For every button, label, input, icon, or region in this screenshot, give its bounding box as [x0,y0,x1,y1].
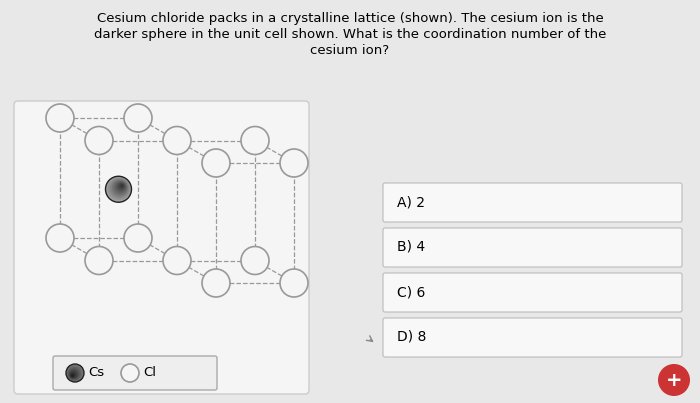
Circle shape [71,373,75,378]
Circle shape [112,180,128,196]
Circle shape [118,183,125,189]
Circle shape [280,149,308,177]
Text: Cl: Cl [143,366,156,380]
Circle shape [124,104,152,132]
Circle shape [85,247,113,274]
FancyBboxPatch shape [383,228,682,267]
Circle shape [110,179,130,198]
Text: +: + [666,370,682,390]
Circle shape [116,182,126,192]
FancyBboxPatch shape [383,183,682,222]
Circle shape [658,364,690,396]
Circle shape [241,127,269,154]
Circle shape [69,370,78,379]
Circle shape [85,127,113,154]
Text: C) 6: C) 6 [397,285,426,299]
Circle shape [121,364,139,382]
Circle shape [66,364,84,382]
Circle shape [124,224,152,252]
Text: darker sphere in the unit cell shown. What is the coordination number of the: darker sphere in the unit cell shown. Wh… [94,28,606,41]
Circle shape [114,181,127,194]
Circle shape [163,247,191,274]
FancyBboxPatch shape [53,356,217,390]
Circle shape [69,368,80,380]
Text: Cesium chloride packs in a crystalline lattice (shown). The cesium ion is the: Cesium chloride packs in a crystalline l… [97,12,603,25]
Circle shape [46,224,74,252]
FancyBboxPatch shape [14,101,309,394]
Circle shape [202,269,230,297]
Circle shape [66,366,83,381]
Circle shape [106,176,132,202]
FancyBboxPatch shape [383,273,682,312]
Circle shape [71,374,74,377]
FancyBboxPatch shape [383,318,682,357]
Circle shape [163,127,191,154]
Circle shape [46,104,74,132]
Text: cesium ion?: cesium ion? [310,44,390,57]
Circle shape [108,177,130,200]
Circle shape [202,149,230,177]
Text: B) 4: B) 4 [397,240,425,254]
Circle shape [67,367,81,380]
Circle shape [120,184,123,187]
Text: Cs: Cs [88,366,104,380]
Circle shape [241,247,269,274]
Text: A) 2: A) 2 [397,195,425,209]
Circle shape [70,372,76,378]
Circle shape [280,269,308,297]
Text: D) 8: D) 8 [397,330,426,344]
